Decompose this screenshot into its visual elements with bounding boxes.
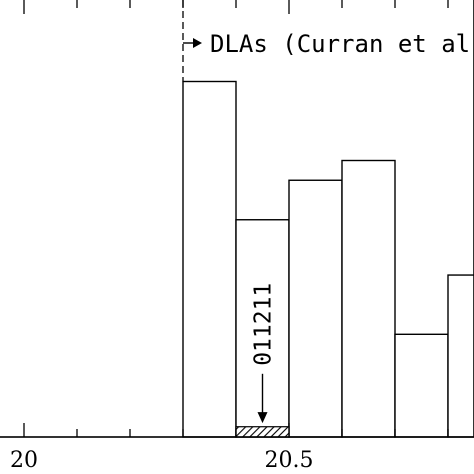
dla-arrowhead xyxy=(193,38,202,48)
x-tick-label-1: 20.5 xyxy=(265,448,314,473)
hatched-bar-0 xyxy=(235,426,290,438)
x-tick-label-0: 20 xyxy=(10,448,38,473)
annotation-arrowhead-0 xyxy=(257,412,268,424)
histogram-bar-0 xyxy=(182,80,237,438)
dla-label: DLAs (Curran et al. 2002 xyxy=(210,30,474,58)
bars-layer xyxy=(182,80,474,438)
histogram-bar-3 xyxy=(341,159,396,438)
annotation-label-0: 011211 xyxy=(251,283,277,366)
histogram-bar-4 xyxy=(394,333,449,438)
histogram-bar-5 xyxy=(447,274,474,438)
dla-threshold-layer: DLAs (Curran et al. 2002 xyxy=(182,0,474,82)
annotations-layer: 011211000301C000926030429 xyxy=(251,283,277,424)
histogram-bar-2 xyxy=(288,179,343,438)
